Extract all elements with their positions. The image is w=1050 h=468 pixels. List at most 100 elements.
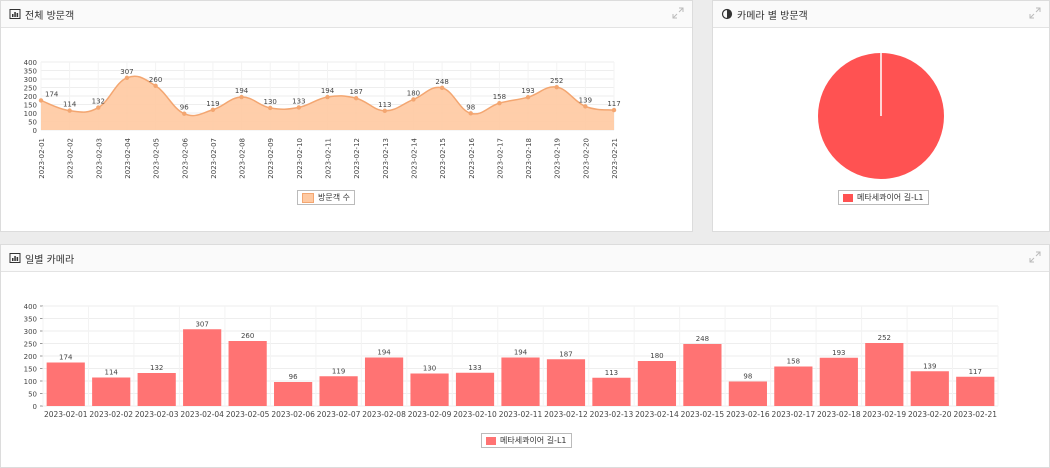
x-tick-label: 2023-02-20: [582, 138, 590, 179]
data-point: [554, 84, 559, 90]
data-label: 98: [743, 373, 752, 381]
bar: [501, 357, 540, 406]
y-tick-label: 400: [24, 303, 37, 311]
data-label: 248: [696, 335, 709, 343]
y-tick-label: 50: [28, 391, 37, 399]
data-label: 113: [378, 101, 391, 109]
data-label: 98: [466, 103, 475, 111]
legend-label: 메타세콰이어 길-L1: [500, 436, 567, 445]
data-point: [525, 94, 531, 100]
x-tick-label: 2023-02-09: [408, 410, 452, 419]
bar: [956, 376, 995, 406]
data-point: [153, 83, 158, 88]
x-tick-label: 2023-02-17: [496, 138, 504, 179]
chart-icon: [9, 9, 21, 19]
data-label: 260: [241, 332, 254, 340]
data-label: 117: [607, 100, 620, 108]
data-label: 114: [63, 101, 77, 109]
legend-swatch: [486, 436, 496, 445]
data-label: 194: [321, 87, 335, 95]
bar-legend[interactable]: 메타세콰이어 길-L1: [481, 433, 572, 448]
y-tick-label: 300: [24, 76, 37, 84]
y-tick-label: 350: [24, 68, 37, 76]
data-point: [124, 75, 130, 81]
data-point: [268, 105, 273, 111]
panel-title: 일별 카메라: [25, 254, 75, 266]
legend-swatch: [302, 192, 314, 203]
y-tick-label: 200: [24, 93, 37, 101]
expand-icon[interactable]: [672, 7, 684, 19]
data-point: [439, 85, 445, 91]
data-point: [497, 100, 502, 106]
y-tick-label: 350: [24, 316, 37, 324]
data-label: 132: [92, 98, 105, 106]
bar-chart: 0 50 100 150 200 250 300 350 400 174 2023-02-01 114…: [24, 303, 999, 419]
bar: [46, 362, 85, 406]
x-tick-label: 2023-02-19: [554, 138, 562, 179]
data-label: 158: [787, 358, 800, 366]
bar: [364, 357, 404, 406]
y-tick-label: 150: [24, 366, 37, 374]
camera-visitors-header: 카메라 별 방문객: [713, 1, 1049, 28]
data-label: 139: [923, 362, 936, 370]
expand-icon[interactable]: [1029, 7, 1041, 19]
panel-title: 전체 방문객: [25, 10, 75, 22]
y-tick-label: 300: [24, 328, 37, 336]
x-tick-label: 2023-02-13: [382, 138, 390, 179]
y-tick-label: 100: [24, 110, 37, 118]
bar: [637, 361, 677, 406]
data-label: 180: [650, 352, 663, 360]
data-label: 119: [332, 367, 345, 375]
bar: [410, 373, 449, 406]
y-tick-label: 200: [24, 353, 37, 361]
bar: [683, 344, 722, 406]
data-label: 114: [105, 369, 119, 377]
x-tick-label: 2023-02-04: [124, 137, 132, 178]
area-fill: [41, 76, 614, 130]
data-label: 139: [579, 96, 592, 104]
data-label: 193: [521, 87, 534, 95]
x-tick-label: 2023-02-05: [153, 138, 161, 179]
bar: [228, 341, 267, 406]
data-point: [38, 98, 44, 103]
x-tick-label: 2023-02-11: [499, 410, 543, 419]
bar: [728, 381, 767, 406]
x-tick-label: 2023-02-10: [296, 138, 304, 179]
data-label: 130: [423, 365, 436, 373]
daily-camera-panel: 일별 카메라 0 50 100 150 200 250 300 350 400 174 2023-0…: [0, 244, 1050, 468]
data-label: 194: [514, 349, 528, 357]
daily-camera-header: 일별 카메라: [1, 245, 1049, 272]
area-legend[interactable]: 방문객 수: [297, 190, 355, 205]
x-tick-label: 2023-02-14: [410, 137, 418, 178]
legend-swatch: [843, 193, 853, 202]
x-tick-label: 2023-02-07: [317, 410, 361, 419]
bar: [274, 382, 313, 406]
expand-icon[interactable]: [1029, 251, 1041, 263]
y-tick-label: 150: [24, 102, 37, 110]
chart-icon: [9, 253, 21, 263]
panel-title: 카메라 별 방문객: [737, 10, 808, 22]
data-label: 132: [150, 364, 163, 372]
data-label: 180: [407, 89, 420, 97]
x-tick-label: 2023-02-05: [226, 410, 270, 419]
pie-legend[interactable]: 메타세콰이어 길-L1: [838, 190, 929, 205]
bar: [137, 373, 176, 406]
x-tick-label: 2023-02-01: [38, 138, 46, 179]
y-tick-label: 250: [24, 341, 37, 349]
total-visitors-header: 전체 방문객: [1, 1, 692, 28]
bar: [910, 371, 949, 406]
data-point: [182, 111, 187, 116]
x-tick-label: 2023-02-03: [95, 138, 103, 179]
data-label: 260: [149, 76, 162, 84]
x-tick-label: 2023-02-08: [239, 138, 247, 179]
bar: [865, 343, 904, 406]
data-label: 96: [289, 373, 298, 381]
x-tick-label: 2023-02-12: [353, 138, 361, 179]
data-label: 252: [878, 334, 891, 342]
x-tick-label: 2023-02-19: [863, 410, 907, 419]
x-tick-label: 2023-02-18: [525, 138, 533, 179]
bar: [183, 329, 222, 406]
x-tick-label: 2023-02-02: [89, 410, 133, 419]
y-tick-label: 100: [24, 378, 37, 386]
data-label: 174: [45, 90, 59, 98]
